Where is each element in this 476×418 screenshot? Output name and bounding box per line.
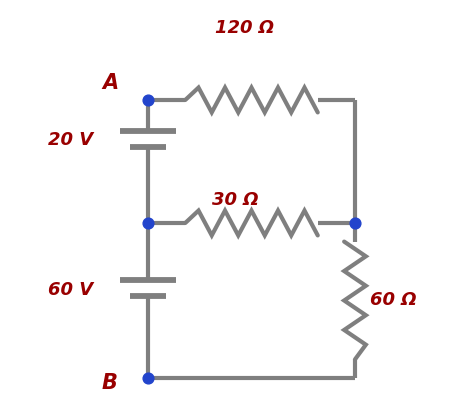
Text: 20 V: 20 V xyxy=(48,131,93,149)
Point xyxy=(144,375,151,381)
Text: B: B xyxy=(102,373,118,393)
Point xyxy=(144,97,151,103)
Text: 60 V: 60 V xyxy=(48,281,93,299)
Text: 30 Ω: 30 Ω xyxy=(211,191,258,209)
Point xyxy=(350,219,358,226)
Point xyxy=(144,219,151,226)
Text: A: A xyxy=(102,73,118,93)
Text: 120 Ω: 120 Ω xyxy=(215,19,274,37)
Text: 60 Ω: 60 Ω xyxy=(369,291,416,309)
